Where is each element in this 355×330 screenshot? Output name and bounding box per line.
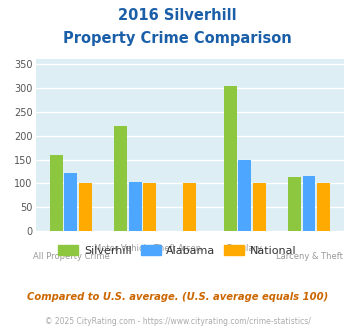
Legend: Silverhill, Alabama, National: Silverhill, Alabama, National — [54, 241, 301, 260]
Bar — [114, 126, 127, 231]
Text: Burglary: Burglary — [226, 244, 263, 253]
Text: Compared to U.S. average. (U.S. average equals 100): Compared to U.S. average. (U.S. average … — [27, 292, 328, 302]
Bar — [238, 159, 251, 231]
Text: Larceny & Theft: Larceny & Theft — [275, 252, 343, 261]
Bar — [317, 183, 330, 231]
Bar — [224, 85, 236, 231]
Bar — [184, 183, 196, 231]
Bar — [129, 182, 142, 231]
Bar — [302, 176, 315, 231]
Text: Motor Vehicle Theft: Motor Vehicle Theft — [94, 244, 176, 253]
Text: 2016 Silverhill: 2016 Silverhill — [118, 8, 237, 23]
Bar — [50, 155, 63, 231]
Text: © 2025 CityRating.com - https://www.cityrating.com/crime-statistics/: © 2025 CityRating.com - https://www.city… — [45, 317, 310, 326]
Bar — [288, 177, 301, 231]
Text: All Property Crime: All Property Crime — [33, 252, 109, 261]
Bar — [253, 183, 266, 231]
Bar — [65, 173, 77, 231]
Text: Arson: Arson — [178, 244, 202, 253]
Text: Property Crime Comparison: Property Crime Comparison — [63, 31, 292, 46]
Bar — [79, 183, 92, 231]
Bar — [143, 183, 156, 231]
